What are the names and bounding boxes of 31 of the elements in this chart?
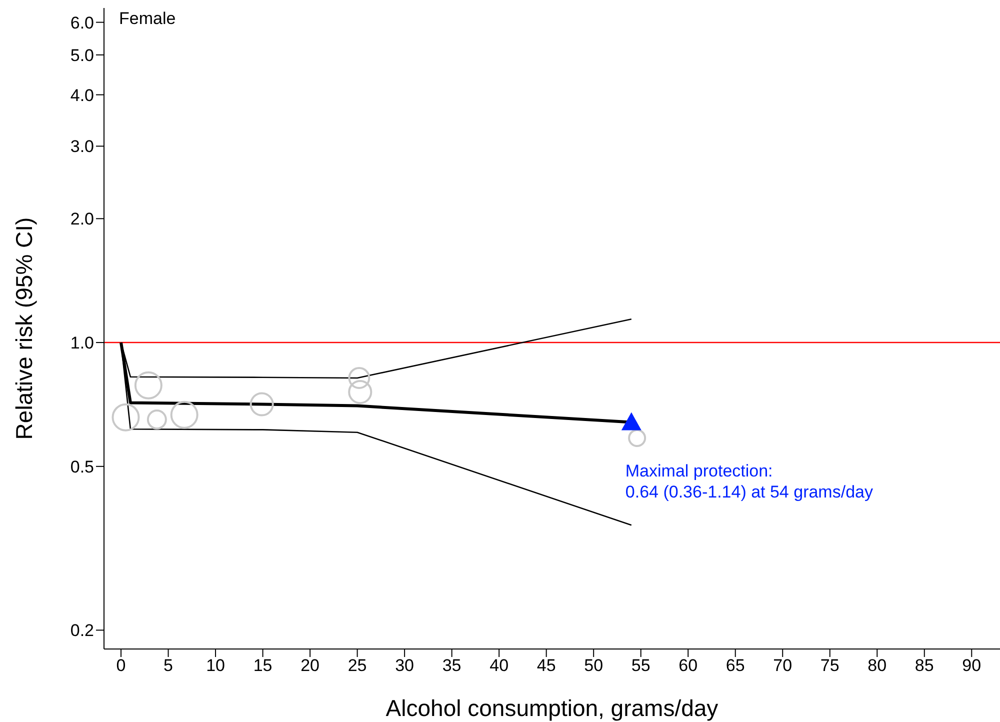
x-tick-label: 70: [773, 656, 792, 676]
x-tick-label: 20: [300, 656, 320, 676]
x-tick-label: 85: [914, 656, 934, 676]
x-tick-label: 50: [584, 656, 604, 676]
x-tick-label: 65: [726, 656, 745, 676]
x-axis-title: Alcohol consumption, grams/day: [386, 695, 719, 721]
y-axis-title: Relative risk (95% CI): [11, 217, 38, 440]
chart-title: Female: [119, 9, 176, 29]
x-tick-label: 10: [206, 656, 225, 676]
x-tick-label: 80: [868, 656, 887, 676]
x-tick-label: 45: [536, 656, 556, 676]
x-tick-label: 25: [348, 656, 367, 676]
y-tick-label: 0.5: [70, 457, 94, 476]
y-tick-label: 0.2: [70, 621, 94, 640]
y-tick-label: 3.0: [70, 137, 94, 156]
x-tick-label: 40: [490, 656, 509, 676]
y-tick-label: 2.0: [70, 210, 94, 229]
x-tick-label: 5: [164, 656, 174, 676]
y-tick-label: 1.0: [70, 334, 94, 353]
y-tick-label: 5.0: [70, 46, 94, 65]
x-tick-label: 35: [442, 656, 462, 676]
x-tick-label: 75: [820, 656, 840, 676]
x-tick-label: 15: [253, 656, 272, 676]
y-tick-label: 4.0: [70, 86, 94, 105]
y-tick-label: 6.0: [70, 13, 94, 32]
annotation: Maximal protection: 0.64 (0.36-1.14) at 54 grams/day: [625, 461, 874, 502]
x-tick-label: 90: [962, 656, 982, 676]
x-tick-label: 0: [116, 656, 126, 676]
x-tick-label: 60: [678, 656, 698, 676]
x-tick-label: 55: [631, 656, 650, 676]
x-tick-label: 30: [395, 656, 414, 676]
